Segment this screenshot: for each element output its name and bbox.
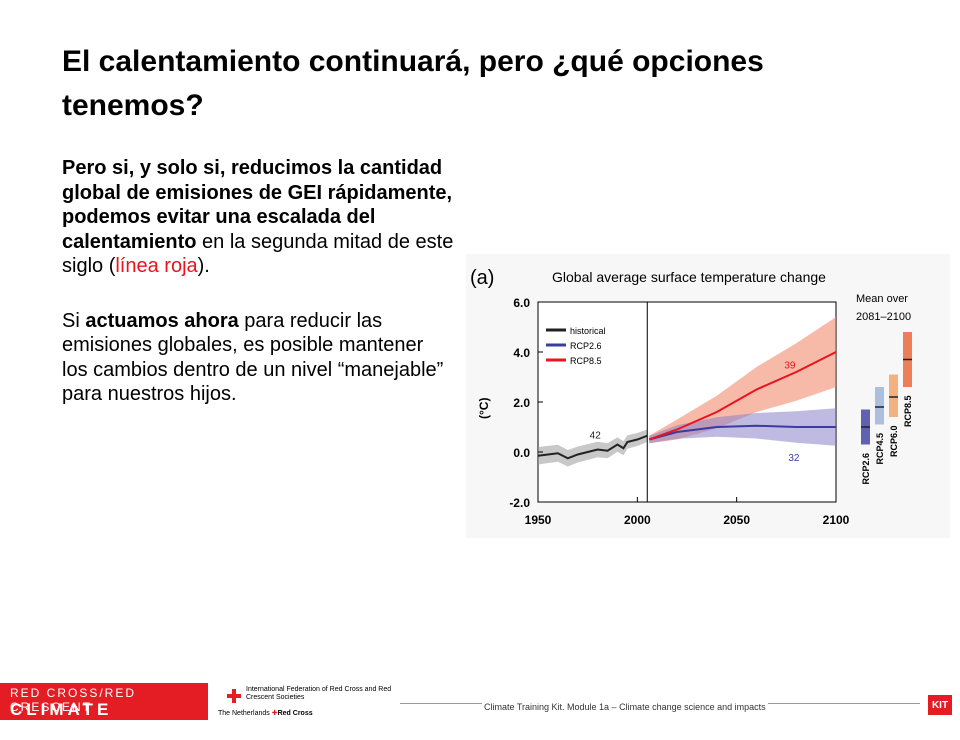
nl-text: The Netherlands: [218, 710, 270, 717]
mean-over-label-2: 2081–2100: [856, 311, 911, 323]
slide-title: El calentamiento continuará, pero ¿qué o…: [62, 45, 764, 122]
mean-over-label-1: Mean over: [856, 293, 908, 305]
temperature-chart: (a) Global average surface temperature c…: [466, 254, 950, 538]
legend-entry: RCP8.5: [570, 356, 602, 366]
panel-label: (a): [470, 267, 494, 289]
x-tick-label: 2100: [823, 513, 850, 527]
nl-rc-text: Red Cross: [277, 710, 313, 717]
chart-title: Global average surface temperature chang…: [552, 269, 826, 285]
y-tick-label: 6.0: [513, 296, 530, 310]
paragraph-1: Pero si, y solo si, reducimos la cantida…: [62, 156, 454, 279]
series-line-rcp26: [648, 424, 836, 441]
series-line-historical: [537, 434, 648, 460]
x-tick-label: 2050: [723, 513, 750, 527]
kit-logo: KIT: [928, 695, 952, 715]
chart-svg: (a) Global average surface temperature c…: [470, 267, 913, 527]
y-tick-label: -2.0: [509, 496, 530, 510]
logo-line-2: CLIMATE CENTRE: [10, 700, 113, 739]
p1-rest: en la segunda mitad de este siglo (: [62, 230, 454, 278]
annotation-rcp26: 32: [788, 453, 800, 464]
x-tick-label: 2000: [624, 513, 651, 527]
ifrc-logo: International Federation of Red Cross an…: [210, 683, 400, 720]
p1-red-line: línea roja: [115, 255, 198, 277]
paragraph-2: Si actuamos ahora para reducir las emisi…: [62, 309, 454, 407]
y-axis-label: (°C): [477, 398, 491, 419]
p2-bold: actuamos ahora: [85, 309, 239, 332]
module-footer-text: Climate Training Kit. Module 1a – Climat…: [482, 702, 768, 712]
range-bar-rcp45: [875, 387, 884, 425]
range-bar-rcp60: [889, 374, 898, 417]
p2-rest: para reducir las emisiones globales, es …: [62, 309, 444, 406]
series-line-rcp85: [648, 351, 837, 441]
annotation-historical: 42: [590, 430, 602, 441]
nl-red-cross: The Netherlands ✚Red Cross: [218, 709, 313, 717]
range-bar-label: RCP6.0: [889, 425, 899, 457]
climate-centre-logo: RED CROSS/RED CRESCENT CLIMATE CENTRE: [0, 683, 208, 739]
p2-pre: Si: [62, 309, 86, 332]
range-bar-label: RCP4.5: [875, 433, 885, 465]
ifrc-text: International Federation of Red Cross an…: [246, 686, 392, 701]
y-tick-label: 2.0: [513, 396, 530, 410]
p1-bold: Pero si, y solo si, reducimos la cantida…: [62, 157, 453, 253]
legend-entry: RCP2.6: [570, 341, 602, 351]
legend-entry: historical: [570, 326, 606, 336]
body-text: Pero si, y solo si, reducimos la cantida…: [62, 156, 454, 407]
y-tick-label: 0.0: [513, 446, 530, 460]
rcp85-band: [649, 317, 836, 444]
range-bar-label: RCP8.5: [903, 395, 913, 427]
x-tick-label: 1950: [525, 513, 552, 527]
red-cross-crescent-icon: [214, 688, 241, 704]
logo-line-1: RED CROSS/RED CRESCENT: [10, 686, 137, 714]
p1-end: ).: [197, 255, 210, 277]
y-tick-label: 4.0: [513, 346, 530, 360]
annotation-rcp85: 39: [784, 360, 796, 371]
red-cross-mark-icon: ✚: [271, 710, 278, 717]
range-bar-label: RCP2.6: [861, 453, 871, 485]
